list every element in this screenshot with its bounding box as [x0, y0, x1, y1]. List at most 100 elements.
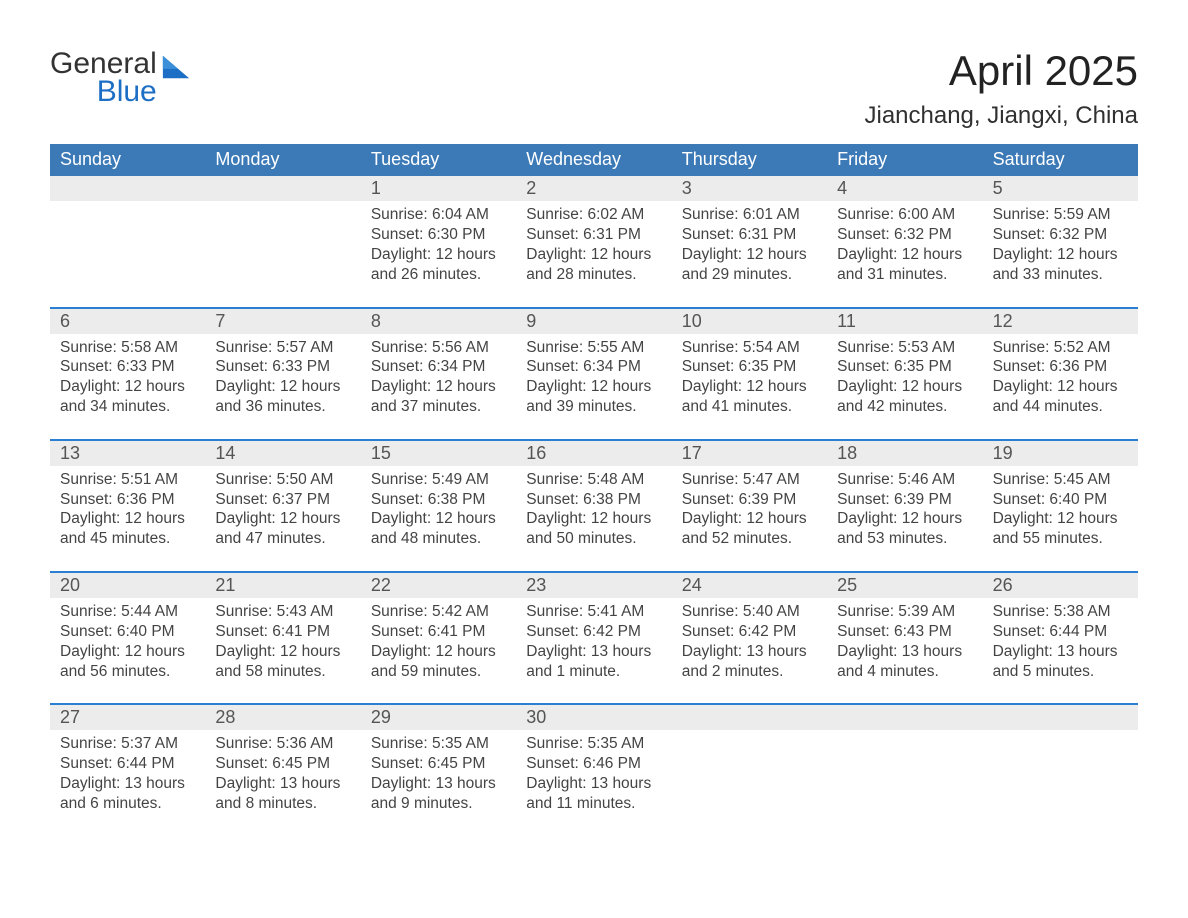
day-cell: [205, 201, 360, 306]
day-cell: Sunrise: 5:54 AMSunset: 6:35 PMDaylight:…: [672, 334, 827, 439]
day-line: Sunset: 6:32 PM: [993, 225, 1128, 245]
day-cell: Sunrise: 5:55 AMSunset: 6:34 PMDaylight:…: [516, 334, 671, 439]
day-cell: Sunrise: 5:58 AMSunset: 6:33 PMDaylight:…: [50, 334, 205, 439]
day-number: 5: [983, 176, 1138, 201]
day-cell: Sunrise: 5:41 AMSunset: 6:42 PMDaylight:…: [516, 598, 671, 703]
day-number: 25: [827, 573, 982, 598]
day-number: [827, 705, 982, 730]
brand-word-2: Blue: [50, 76, 157, 108]
weeks-container: 12345Sunrise: 6:04 AMSunset: 6:30 PMDayl…: [50, 176, 1138, 836]
day-line: Sunrise: 5:35 AM: [526, 734, 661, 754]
day-line: Daylight: 13 hours and 5 minutes.: [993, 642, 1128, 682]
day-number: 13: [50, 441, 205, 466]
day-line: Sunset: 6:42 PM: [682, 622, 817, 642]
day-line: Daylight: 13 hours and 9 minutes.: [371, 774, 506, 814]
day-line: Sunset: 6:42 PM: [526, 622, 661, 642]
week-row: 27282930Sunrise: 5:37 AMSunset: 6:44 PMD…: [50, 703, 1138, 835]
day-cell: Sunrise: 5:35 AMSunset: 6:46 PMDaylight:…: [516, 730, 671, 835]
day-line: Sunrise: 5:39 AM: [837, 602, 972, 622]
day-line: Sunrise: 5:41 AM: [526, 602, 661, 622]
day-line: Daylight: 12 hours and 58 minutes.: [215, 642, 350, 682]
day-line: Sunrise: 5:51 AM: [60, 470, 195, 490]
day-line: Sunrise: 6:04 AM: [371, 205, 506, 225]
day-line: Sunrise: 5:54 AM: [682, 338, 817, 358]
day-cell: Sunrise: 5:48 AMSunset: 6:38 PMDaylight:…: [516, 466, 671, 571]
day-line: Daylight: 12 hours and 36 minutes.: [215, 377, 350, 417]
day-number: 24: [672, 573, 827, 598]
calendar-grid: Sunday Monday Tuesday Wednesday Thursday…: [50, 144, 1138, 836]
day-line: Sunrise: 5:46 AM: [837, 470, 972, 490]
day-line: Sunrise: 5:57 AM: [215, 338, 350, 358]
day-line: Sunrise: 5:36 AM: [215, 734, 350, 754]
dow-saturday: Saturday: [983, 144, 1138, 176]
day-line: Sunset: 6:34 PM: [526, 357, 661, 377]
day-line: Daylight: 12 hours and 31 minutes.: [837, 245, 972, 285]
month-title: April 2025: [864, 48, 1138, 94]
day-line: Daylight: 13 hours and 4 minutes.: [837, 642, 972, 682]
day-cell: Sunrise: 5:47 AMSunset: 6:39 PMDaylight:…: [672, 466, 827, 571]
week-row: 6789101112Sunrise: 5:58 AMSunset: 6:33 P…: [50, 307, 1138, 439]
day-number: 16: [516, 441, 671, 466]
day-cell: Sunrise: 5:51 AMSunset: 6:36 PMDaylight:…: [50, 466, 205, 571]
day-line: Sunset: 6:44 PM: [60, 754, 195, 774]
day-cell: Sunrise: 6:00 AMSunset: 6:32 PMDaylight:…: [827, 201, 982, 306]
day-line: Sunrise: 5:38 AM: [993, 602, 1128, 622]
day-line: Sunrise: 5:42 AM: [371, 602, 506, 622]
day-line: Sunset: 6:33 PM: [215, 357, 350, 377]
day-cell: Sunrise: 6:01 AMSunset: 6:31 PMDaylight:…: [672, 201, 827, 306]
day-line: Sunset: 6:39 PM: [682, 490, 817, 510]
day-line: Sunrise: 5:50 AM: [215, 470, 350, 490]
day-number: 17: [672, 441, 827, 466]
day-line: Daylight: 12 hours and 45 minutes.: [60, 509, 195, 549]
day-line: Sunset: 6:41 PM: [371, 622, 506, 642]
day-number: [50, 176, 205, 201]
day-line: Sunrise: 5:53 AM: [837, 338, 972, 358]
day-line: Daylight: 12 hours and 47 minutes.: [215, 509, 350, 549]
day-line: Sunrise: 5:49 AM: [371, 470, 506, 490]
day-number: 6: [50, 309, 205, 334]
day-number: 8: [361, 309, 516, 334]
day-number: 23: [516, 573, 671, 598]
day-line: Sunrise: 6:02 AM: [526, 205, 661, 225]
week-row: 12345Sunrise: 6:04 AMSunset: 6:30 PMDayl…: [50, 176, 1138, 306]
day-line: Daylight: 12 hours and 26 minutes.: [371, 245, 506, 285]
day-number: 7: [205, 309, 360, 334]
day-number: 28: [205, 705, 360, 730]
day-number: 27: [50, 705, 205, 730]
day-cell: [672, 730, 827, 835]
day-number-row: 27282930: [50, 705, 1138, 730]
title-block: April 2025 Jianchang, Jiangxi, China: [864, 48, 1138, 130]
day-number: 3: [672, 176, 827, 201]
day-line: Daylight: 13 hours and 2 minutes.: [682, 642, 817, 682]
week-row: 13141516171819Sunrise: 5:51 AMSunset: 6:…: [50, 439, 1138, 571]
day-cell: Sunrise: 5:37 AMSunset: 6:44 PMDaylight:…: [50, 730, 205, 835]
day-number: 20: [50, 573, 205, 598]
day-line: Daylight: 12 hours and 29 minutes.: [682, 245, 817, 285]
dow-friday: Friday: [827, 144, 982, 176]
day-number-row: 6789101112: [50, 309, 1138, 334]
day-line: Sunset: 6:36 PM: [60, 490, 195, 510]
day-line: Daylight: 12 hours and 44 minutes.: [993, 377, 1128, 417]
day-number: [983, 705, 1138, 730]
day-line: Sunset: 6:30 PM: [371, 225, 506, 245]
day-number-row: 12345: [50, 176, 1138, 201]
day-line: Sunset: 6:40 PM: [60, 622, 195, 642]
flag-icon: [161, 69, 191, 87]
day-number: 18: [827, 441, 982, 466]
day-line: Sunset: 6:35 PM: [837, 357, 972, 377]
day-line: Daylight: 12 hours and 37 minutes.: [371, 377, 506, 417]
day-number: 14: [205, 441, 360, 466]
day-line: Sunrise: 5:55 AM: [526, 338, 661, 358]
day-body-row: Sunrise: 5:58 AMSunset: 6:33 PMDaylight:…: [50, 334, 1138, 439]
brand-text: General Blue: [50, 48, 157, 107]
day-number: 1: [361, 176, 516, 201]
brand-logo: General Blue: [50, 48, 191, 107]
day-line: Daylight: 12 hours and 52 minutes.: [682, 509, 817, 549]
day-body-row: Sunrise: 5:44 AMSunset: 6:40 PMDaylight:…: [50, 598, 1138, 703]
day-line: Sunrise: 5:59 AM: [993, 205, 1128, 225]
day-cell: Sunrise: 5:52 AMSunset: 6:36 PMDaylight:…: [983, 334, 1138, 439]
day-number: 9: [516, 309, 671, 334]
dow-thursday: Thursday: [672, 144, 827, 176]
day-line: Daylight: 12 hours and 56 minutes.: [60, 642, 195, 682]
day-line: Sunset: 6:45 PM: [215, 754, 350, 774]
